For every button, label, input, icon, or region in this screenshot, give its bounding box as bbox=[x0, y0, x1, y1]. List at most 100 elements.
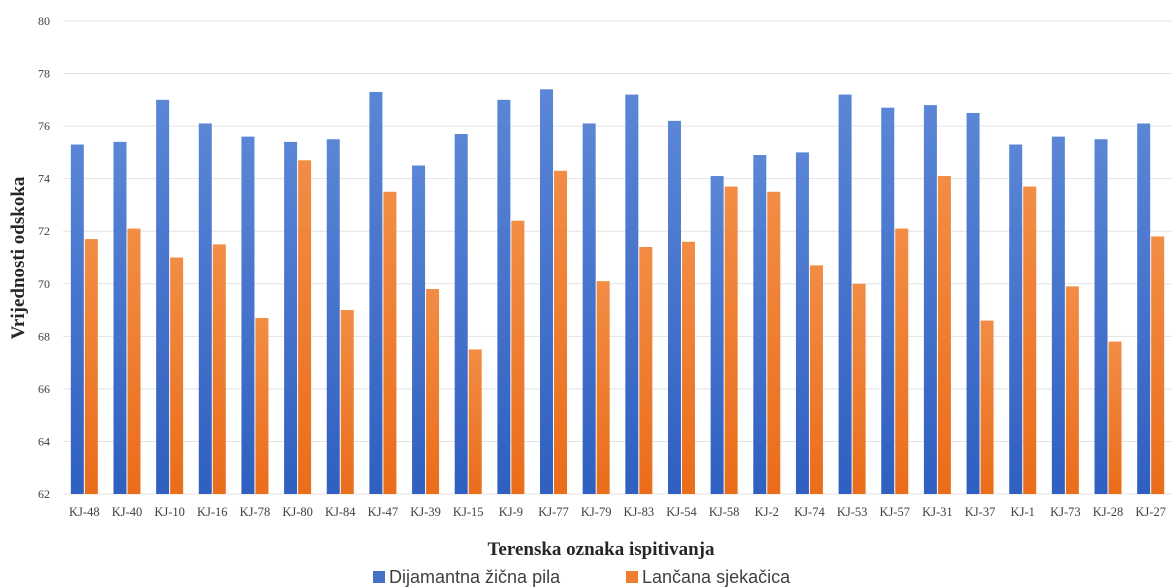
bar-series-2-KJ-9 bbox=[511, 220, 525, 494]
y-tick-label: 62 bbox=[38, 487, 50, 501]
x-tick-label: KJ-10 bbox=[154, 505, 185, 519]
bar-series-1-KJ-31 bbox=[923, 105, 937, 494]
x-tick-label: KJ-2 bbox=[755, 505, 779, 519]
bar-series-2-KJ-15 bbox=[468, 349, 482, 494]
y-tick-label: 78 bbox=[38, 67, 50, 81]
y-tick-label: 64 bbox=[38, 434, 50, 448]
x-tick-label: KJ-37 bbox=[965, 505, 996, 519]
bar-series-1-KJ-39 bbox=[412, 165, 426, 494]
bar-series-2-KJ-48 bbox=[84, 239, 98, 494]
bar-series-2-KJ-1 bbox=[1023, 186, 1037, 495]
y-tick-label: 68 bbox=[38, 329, 50, 343]
x-tick-label: KJ-80 bbox=[282, 505, 313, 519]
bar-series-2-KJ-57 bbox=[895, 228, 909, 494]
y-tick-label: 72 bbox=[38, 224, 50, 238]
x-tick-label: KJ-39 bbox=[410, 505, 441, 519]
x-tick-label: KJ-73 bbox=[1050, 505, 1081, 519]
bar-series-1-KJ-48 bbox=[70, 144, 84, 494]
y-tick-label: 70 bbox=[38, 277, 50, 291]
x-tick-label: KJ-1 bbox=[1011, 505, 1035, 519]
bar-series-1-KJ-84 bbox=[326, 139, 340, 494]
x-tick-label: KJ-16 bbox=[197, 505, 228, 519]
legend-label-series-2: Lančana sjekačica bbox=[642, 567, 791, 587]
y-tick-label: 74 bbox=[38, 172, 50, 186]
x-axis-title: Terenska oznaka ispitivanja bbox=[488, 539, 715, 560]
x-tick-label: KJ-53 bbox=[837, 505, 868, 519]
bar-series-2-KJ-27 bbox=[1151, 236, 1165, 494]
gridlines bbox=[63, 20, 1172, 495]
bar-series-1-KJ-37 bbox=[966, 112, 980, 494]
bar-series-2-KJ-16 bbox=[212, 244, 226, 494]
x-tick-label: KJ-77 bbox=[538, 505, 569, 519]
x-tick-label: KJ-9 bbox=[499, 505, 523, 519]
x-tick-label: KJ-27 bbox=[1135, 505, 1166, 519]
bar-series-2-KJ-28 bbox=[1108, 341, 1122, 494]
bar-series-2-KJ-37 bbox=[980, 320, 994, 494]
x-axis-ticks: KJ-48 KJ-40 KJ-10 KJ-16 KJ-78 KJ-80 KJ-84 KJ-47… bbox=[69, 505, 1166, 519]
bar-series-1-KJ-79 bbox=[582, 123, 596, 494]
bar-series-1-KJ-58 bbox=[710, 176, 724, 495]
bar-series-1-KJ-10 bbox=[156, 99, 170, 494]
bar-series-1-KJ-9 bbox=[497, 99, 511, 494]
x-tick-label: KJ-40 bbox=[112, 505, 143, 519]
bar-series-2-KJ-40 bbox=[127, 228, 141, 494]
bar-series-2-KJ-47 bbox=[383, 191, 397, 495]
bar-series-1-KJ-40 bbox=[113, 141, 127, 494]
bar-series-1-KJ-54 bbox=[667, 120, 681, 494]
bar-series-2-KJ-10 bbox=[170, 257, 184, 494]
bar-series-2-KJ-53 bbox=[852, 283, 866, 494]
bar-series-2-KJ-54 bbox=[681, 241, 695, 494]
bar-series-1-KJ-16 bbox=[198, 123, 212, 494]
bar-series-2-KJ-73 bbox=[1065, 286, 1079, 494]
bar-series-1-KJ-78 bbox=[241, 136, 255, 494]
x-tick-label: KJ-74 bbox=[794, 505, 825, 519]
legend-swatch-series-1 bbox=[373, 571, 385, 583]
bar-series-2-KJ-31 bbox=[937, 176, 951, 495]
bar-series-2-KJ-84 bbox=[340, 310, 354, 494]
x-tick-label: KJ-79 bbox=[581, 505, 612, 519]
x-tick-label: KJ-47 bbox=[368, 505, 399, 519]
x-tick-label: KJ-28 bbox=[1093, 505, 1124, 519]
x-tick-label: KJ-57 bbox=[879, 505, 910, 519]
legend-swatch-series-2 bbox=[626, 571, 638, 583]
x-tick-label: KJ-83 bbox=[624, 505, 655, 519]
bar-series-2-KJ-79 bbox=[596, 281, 610, 494]
bar-series-1-KJ-1 bbox=[1009, 144, 1023, 494]
bar-series-1-KJ-27 bbox=[1137, 123, 1151, 494]
bar-series-1-KJ-2 bbox=[753, 155, 767, 494]
bar-series-2-KJ-58 bbox=[724, 186, 738, 495]
bars bbox=[70, 89, 1165, 495]
bar-series-2-KJ-39 bbox=[426, 289, 440, 494]
x-tick-label: KJ-78 bbox=[240, 505, 271, 519]
bar-series-1-KJ-80 bbox=[284, 141, 298, 494]
x-tick-label: KJ-31 bbox=[922, 505, 953, 519]
bar-series-1-KJ-28 bbox=[1094, 139, 1108, 494]
y-axis-title: Vrijednosti odskoka bbox=[8, 176, 29, 339]
bar-series-2-KJ-83 bbox=[639, 246, 653, 494]
y-tick-label: 76 bbox=[38, 119, 50, 133]
bar-series-2-KJ-77 bbox=[554, 170, 568, 495]
bar-series-1-KJ-57 bbox=[881, 107, 895, 494]
x-tick-label: KJ-58 bbox=[709, 505, 740, 519]
bar-series-1-KJ-53 bbox=[838, 94, 852, 495]
bar-series-1-KJ-15 bbox=[454, 133, 468, 494]
x-tick-label: KJ-15 bbox=[453, 505, 484, 519]
y-tick-label: 66 bbox=[38, 382, 50, 396]
y-tick-label: 80 bbox=[38, 14, 50, 28]
bar-series-2-KJ-2 bbox=[767, 191, 781, 495]
bar-series-2-KJ-78 bbox=[255, 317, 269, 494]
bar-series-1-KJ-83 bbox=[625, 94, 639, 495]
bar-series-1-KJ-77 bbox=[540, 89, 554, 495]
bar-series-2-KJ-80 bbox=[298, 160, 312, 494]
bar-series-1-KJ-47 bbox=[369, 91, 383, 494]
x-tick-label: KJ-48 bbox=[69, 505, 100, 519]
legend-label-series-1: Dijamantna žična pila bbox=[389, 567, 561, 587]
bar-series-1-KJ-73 bbox=[1051, 136, 1065, 494]
y-axis-ticks: 62 64 66 68 70 72 74 76 78 80 bbox=[38, 14, 50, 501]
bar-series-1-KJ-74 bbox=[795, 152, 809, 494]
legend: Dijamantna žična pila Lančana sjekačica bbox=[373, 567, 791, 587]
x-tick-label: KJ-84 bbox=[325, 505, 356, 519]
x-tick-label: KJ-54 bbox=[666, 505, 697, 519]
bar-series-2-KJ-74 bbox=[809, 265, 823, 494]
